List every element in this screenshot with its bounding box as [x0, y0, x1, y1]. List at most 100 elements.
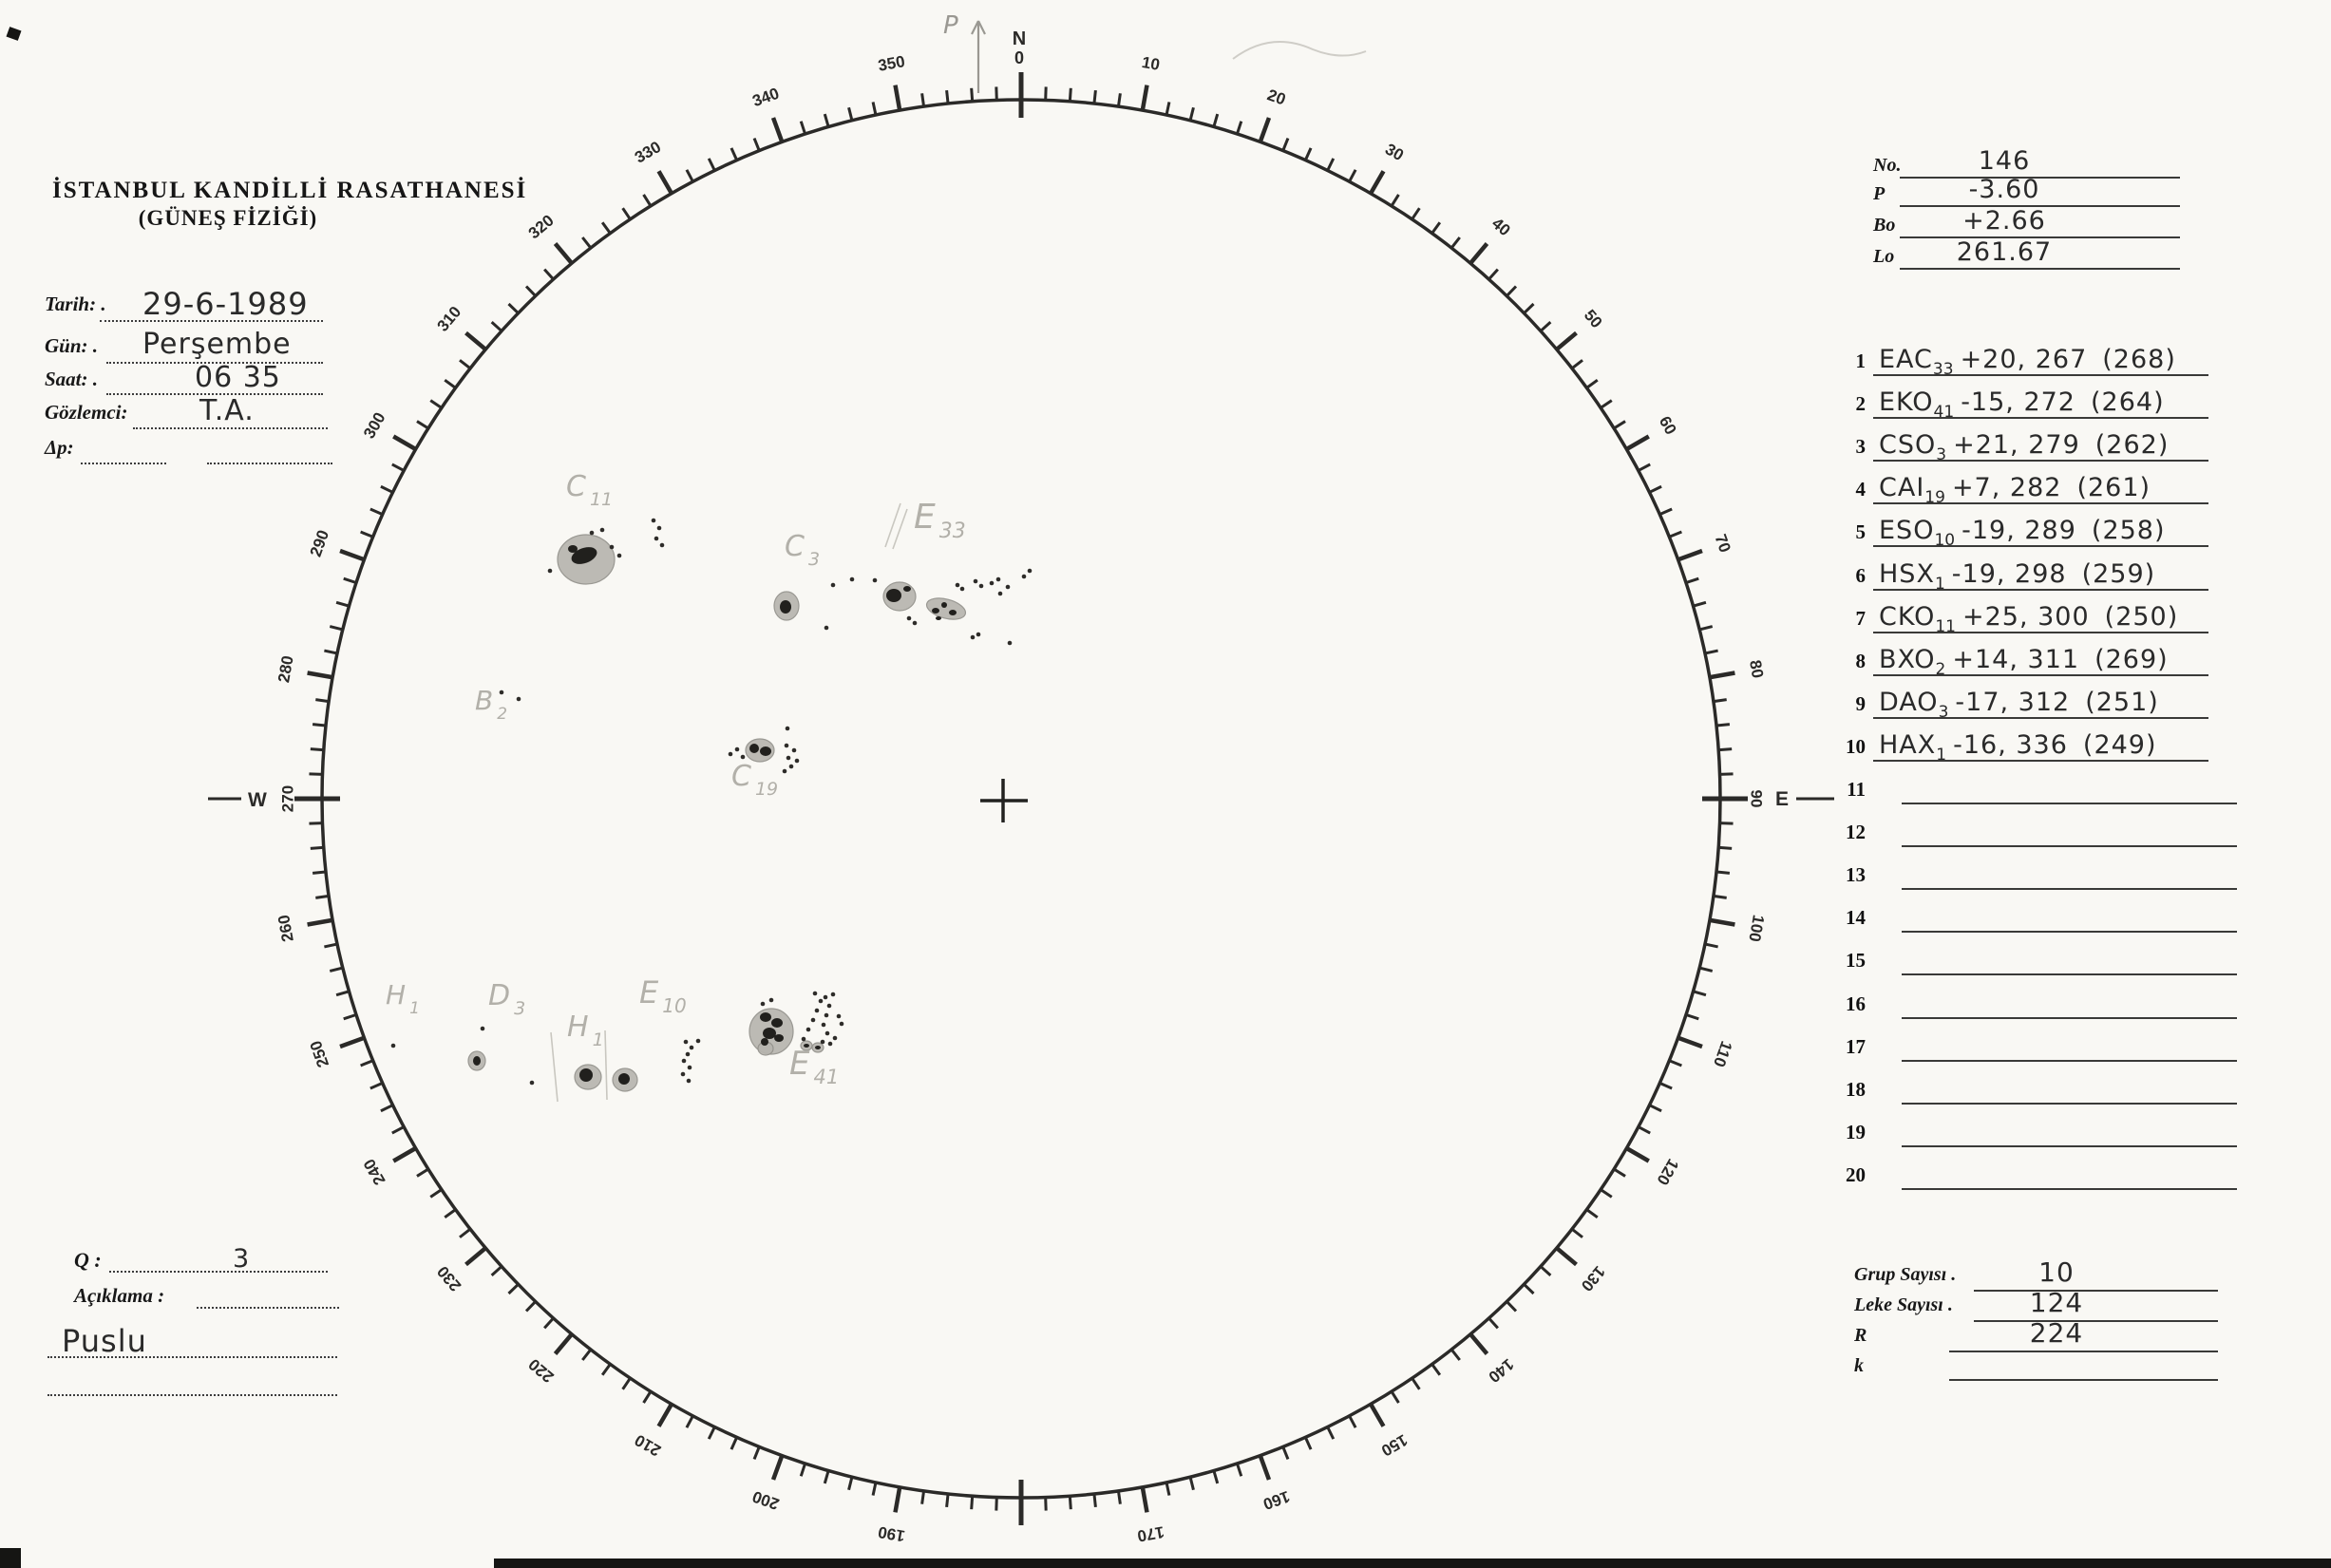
group-row-number: 1	[1855, 349, 1867, 372]
group-label-E10: E 10	[639, 974, 687, 1017]
minor-tick-344	[823, 113, 830, 128]
note-line	[197, 1307, 339, 1309]
major-tick-130	[1554, 1245, 1578, 1267]
minor-tick-202	[752, 1445, 762, 1460]
minor-tick-102	[1703, 942, 1718, 949]
ephemeris-value-2: +2.66	[1962, 206, 2046, 236]
meta-label-1: Gün: .	[45, 334, 99, 357]
group-row-number: 12	[1846, 821, 1866, 844]
group-row-number: 4	[1855, 478, 1867, 501]
minor-tick-134	[1522, 1282, 1535, 1295]
minor-tick-292	[360, 530, 375, 539]
group-return-longitude: (264)	[2091, 387, 2165, 418]
meta-value-3: T.A.	[199, 394, 255, 427]
major-tick-50	[1554, 331, 1578, 352]
minor-tick-44	[1505, 285, 1518, 298]
minor-tick-42	[1487, 268, 1499, 281]
ephemeris-label-2: Bo	[1873, 215, 1896, 236]
major-tick-220	[553, 1332, 575, 1355]
minor-tick-212	[642, 1389, 653, 1404]
minor-tick-268	[309, 822, 324, 825]
minor-tick-138	[1487, 1316, 1499, 1330]
ephemeris-value-0: 146	[1978, 146, 2031, 176]
spot-dot	[912, 620, 918, 626]
minor-tick-46	[1522, 302, 1535, 315]
minor-tick-122	[1612, 1167, 1626, 1178]
disk-ring	[320, 98, 1722, 1500]
spot-dot	[760, 1001, 766, 1007]
group-number-sub: 41	[1933, 403, 1955, 423]
umbra	[804, 1044, 809, 1048]
group-row-entry: BXO2 +14, 311 (269)	[1879, 647, 2169, 678]
spot-dot	[906, 615, 912, 621]
minor-tick-238	[416, 1167, 430, 1178]
minor-tick-118	[1637, 1124, 1651, 1135]
minor-tick-324	[600, 221, 613, 236]
group-row-line	[1902, 931, 2237, 934]
sunspot-group-E41: E 41	[749, 991, 844, 1088]
meta-line-3	[133, 427, 328, 429]
degree-label-20: 20	[1265, 85, 1288, 108]
minor-tick-322	[581, 236, 593, 250]
umbra	[763, 1028, 776, 1039]
minor-tick-314	[507, 302, 521, 315]
group-row-line	[1873, 759, 2208, 762]
umbra	[936, 616, 941, 620]
minor-tick-192	[871, 1481, 878, 1496]
major-tick-150	[1368, 1402, 1386, 1427]
group-label-letter: D	[488, 979, 510, 1012]
group-return-longitude: (259)	[2081, 558, 2156, 589]
minor-tick-34	[1410, 207, 1421, 221]
degree-label-40: 40	[1488, 215, 1514, 240]
spot-dot	[609, 544, 615, 550]
degree-label-80: 80	[1746, 659, 1767, 680]
minor-tick-284	[329, 625, 345, 632]
minor-tick-28	[1347, 169, 1357, 183]
spot-dot	[821, 1022, 826, 1028]
umbra	[760, 746, 771, 756]
ephemeris-label-0: No.	[1873, 155, 1902, 176]
minor-tick-78	[1703, 649, 1718, 655]
quality-line	[109, 1271, 328, 1273]
group-row-number: 3	[1855, 435, 1867, 459]
group-designation: CSO	[1879, 430, 1937, 461]
minor-tick-276	[312, 723, 328, 727]
group-label-E41: E 41	[789, 1045, 839, 1088]
spot-dot	[810, 1017, 816, 1023]
group-row-entry: CSO3 +21, 279 (262)	[1879, 430, 2169, 463]
degree-label-30: 30	[1382, 140, 1407, 164]
meta-label-3: Gözlemci:	[45, 401, 128, 424]
minor-tick-242	[391, 1124, 406, 1135]
spot-dot	[686, 1078, 692, 1084]
spot-dot	[812, 991, 818, 996]
minor-tick-204	[730, 1435, 739, 1450]
minor-tick-108	[1684, 1012, 1699, 1021]
major-tick-140	[1468, 1332, 1489, 1355]
spot-dot	[785, 726, 790, 731]
major-tick-250	[339, 1035, 367, 1049]
minor-tick-306	[444, 378, 458, 390]
minor-tick-196	[823, 1469, 830, 1484]
umbra	[749, 744, 759, 753]
major-tick-310	[464, 331, 488, 352]
minor-tick-38	[1450, 236, 1461, 250]
group-designation: EAC	[1879, 345, 1933, 374]
group-row-line	[1873, 417, 2208, 420]
major-tick-280	[307, 671, 334, 680]
group-label-subscript: 11	[590, 489, 613, 510]
spot-dot	[978, 583, 984, 589]
minor-tick-124	[1599, 1187, 1613, 1199]
quality-value: 3	[233, 1244, 251, 1274]
minor-tick-186	[945, 1492, 950, 1508]
spot-dot	[823, 994, 828, 1000]
east-degree-label: 90	[1748, 790, 1766, 808]
minor-tick-234	[444, 1207, 458, 1219]
spot-dot	[685, 1051, 691, 1057]
minor-tick-288	[343, 576, 358, 585]
west-label: W	[248, 789, 267, 811]
minor-tick-252	[343, 1012, 358, 1021]
spot-dot	[824, 625, 829, 631]
major-tick-120	[1624, 1145, 1650, 1163]
